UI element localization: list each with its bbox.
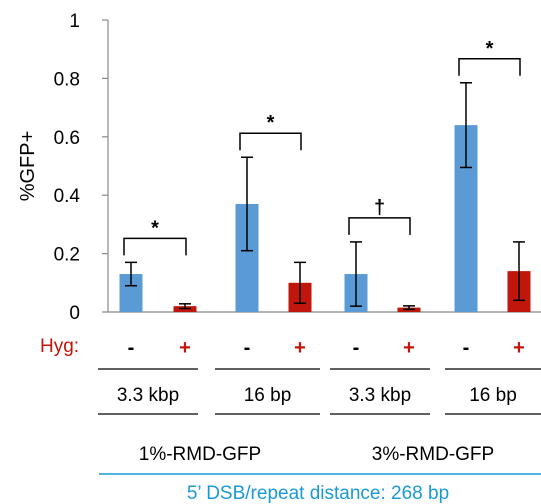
y-tick-label: 0: [69, 303, 80, 324]
condition-table: Hyg: - + - + - + - +3.3 kbp 16 bp 3.3 kbp 16 bp 1%-R…: [40, 336, 541, 504]
hyg-sign: -: [463, 337, 470, 359]
chart-error-bars: [125, 82, 525, 311]
bar: [235, 203, 259, 312]
spacing-label: 3.3 kbp: [349, 385, 411, 406]
spacing-label: 16 bp: [469, 385, 517, 406]
significance-bracket: [458, 58, 521, 76]
significance-brackets: * * † *: [123, 38, 521, 256]
hyg-sign: +: [179, 337, 191, 359]
hyg-sign: +: [403, 337, 415, 359]
hyg-sign: -: [244, 337, 251, 359]
significance-marker: *: [486, 38, 494, 60]
reporter-label: 3%-RMD-GFP: [372, 444, 494, 465]
reporter-label: 1%-RMD-GFP: [139, 444, 261, 465]
bar: [454, 125, 478, 313]
footer-caption: 5’ DSB/repeat distance: 268 bp: [187, 483, 449, 504]
significance-marker: *: [151, 217, 159, 239]
significance-marker: *: [267, 112, 275, 134]
chart-bars: [119, 125, 531, 313]
y-tick-label: 1: [69, 11, 80, 32]
significance-bracket: [123, 237, 187, 256]
hyg-sign: +: [513, 337, 525, 359]
y-tick-label: 0.6: [54, 128, 80, 149]
hyg-row-label: Hyg:: [40, 336, 79, 357]
significance-bracket: [239, 132, 302, 151]
y-tick-label: 0.2: [54, 245, 80, 266]
hyg-sign: -: [353, 337, 360, 359]
y-axis-label: %GFP+: [17, 131, 39, 202]
y-tick-label: 0.8: [54, 69, 80, 90]
spacing-label: 16 bp: [244, 385, 292, 406]
bar: [119, 274, 143, 312]
chart-axes: 0 0.2 0.4 0.6 0.8 1 %GFP+: [17, 11, 541, 324]
spacing-label: 3.3 kbp: [117, 385, 179, 406]
y-tick-label: 0.4: [54, 186, 81, 207]
hyg-sign: +: [294, 337, 306, 359]
significance-marker: †: [374, 197, 385, 219]
significance-bracket: [348, 217, 411, 235]
hyg-sign: -: [128, 337, 135, 359]
